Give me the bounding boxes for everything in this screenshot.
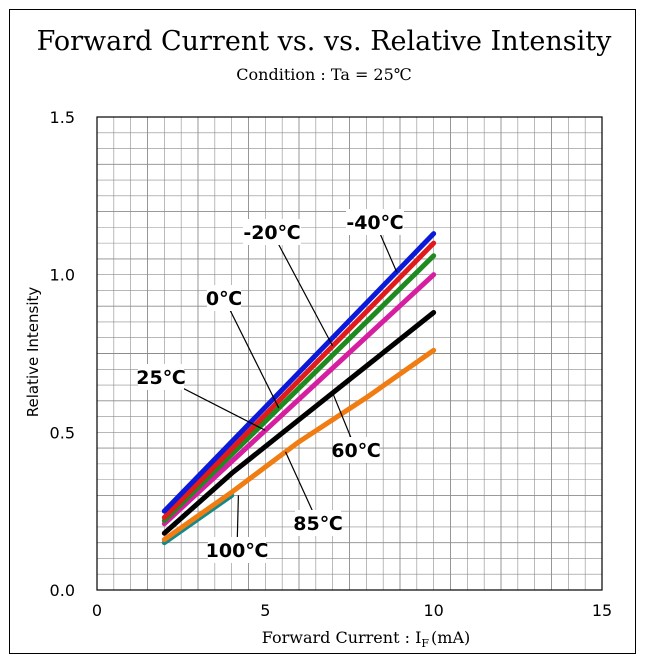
annotation-leader: [271, 231, 334, 347]
y-tick-label: 0.5: [50, 423, 75, 442]
annotation-bg: [243, 219, 301, 245]
annotation-bg: [208, 537, 266, 563]
x-axis-label-subscript: F: [421, 637, 429, 650]
annotation-60℃: 60℃: [331, 392, 381, 463]
series-line-100℃: [161, 492, 235, 546]
annotation-label: -20℃: [243, 222, 300, 244]
x-tick-label: 15: [592, 601, 612, 620]
annotation-bg: [295, 510, 341, 536]
annotation--20℃: -20℃: [243, 219, 334, 347]
series-line--20℃: [161, 240, 437, 520]
series-line-60℃: [161, 310, 437, 536]
y-tick-label: 0.0: [50, 581, 75, 600]
series-layer: [161, 231, 437, 546]
annotation-0℃: 0℃: [206, 285, 280, 409]
series-line-85℃: [161, 347, 437, 543]
annotation-100℃: 100℃: [206, 495, 269, 563]
x-tick-label: 5: [260, 601, 270, 620]
x-axis-label-main: Forward Current : I: [262, 628, 422, 647]
annotation-25℃: 25℃: [136, 364, 266, 431]
y-axis-label: Relative Intensity: [24, 287, 42, 418]
plot-area-border: [96, 116, 603, 591]
y-tick-label: 1.0: [50, 266, 75, 285]
annotation-bg: [138, 364, 184, 390]
annotation-bg: [333, 437, 379, 463]
tick-labels: 0 5 10 15 0.0 0.5 1.0 1.5: [50, 108, 613, 620]
series-line--40℃: [161, 231, 437, 514]
annotation-label: 100℃: [206, 540, 269, 562]
x-axis-label: Forward Current : IF (mA): [262, 628, 471, 650]
y-tick-label: 1.5: [50, 108, 75, 127]
callout-layer: -40℃ -20℃ 0℃ 25℃ 60℃ 85℃ 100℃: [136, 209, 404, 563]
annotation-leader: [223, 297, 280, 409]
annotation-label: 60℃: [331, 440, 380, 462]
annotation-label: -40℃: [346, 212, 403, 234]
annotation-bg: [346, 209, 404, 235]
annotation-label: 85℃: [293, 513, 342, 535]
annotation-label: 0℃: [206, 288, 242, 310]
annotation-85℃: 85℃: [284, 451, 343, 536]
chart-subtitle: Condition : Ta = 25℃: [236, 65, 412, 84]
annotation-bg: [207, 285, 241, 311]
x-axis-label-unit: (mA): [431, 628, 470, 647]
x-tick-label: 10: [423, 601, 443, 620]
chart-title: Forward Current vs. vs. Relative Intensi…: [36, 26, 612, 57]
x-tick-label: 0: [92, 601, 102, 620]
annotation-label: 25℃: [136, 367, 185, 389]
series-line-0℃: [161, 253, 437, 524]
series-line-25℃: [161, 272, 437, 527]
annotation--40℃: -40℃: [346, 209, 404, 273]
